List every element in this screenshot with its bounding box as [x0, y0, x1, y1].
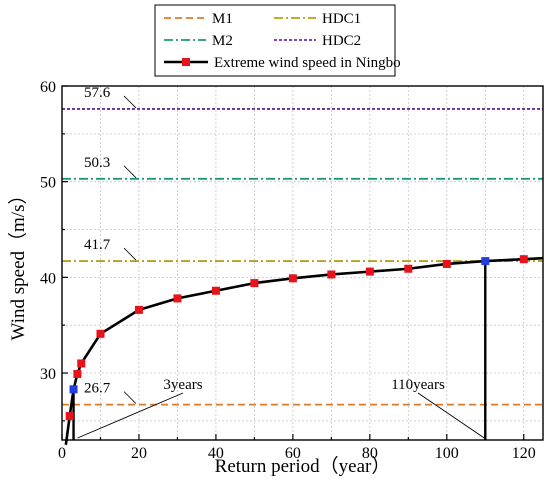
reference-value-label: 57.6: [84, 85, 111, 101]
reference-label-leader: [123, 165, 137, 179]
reference-value-label: 26.7: [84, 381, 111, 397]
data-point: [250, 279, 259, 288]
annotations-layer: 3years 110years: [77, 377, 485, 439]
reference-label-leader: [123, 95, 137, 109]
legend-label-ningbo: Extreme wind speed in Ningbo: [214, 55, 401, 71]
annotation-3years: 3years: [163, 377, 202, 393]
data-point: [404, 264, 413, 273]
y-axis-title: Wind speed（m/s）: [7, 186, 29, 341]
legend-marker-ningbo: [182, 58, 190, 66]
x-axis-title: Return period（year）: [215, 455, 391, 477]
y-tick-label: 50: [40, 175, 56, 192]
legend: M1 HDC1 M2 HDC2 Extreme wind speed in Ningbo: [154, 4, 401, 77]
x-tick-label: 100: [435, 445, 459, 462]
reference-value-label: 50.3: [84, 155, 110, 171]
x-tick-label: 120: [512, 445, 536, 462]
data-point: [365, 267, 374, 276]
annotation-110years: 110years: [391, 377, 445, 393]
annotation-leader: [417, 392, 485, 439]
series-layer: [64, 255, 544, 445]
reference-label-leader: [123, 247, 137, 261]
reference-lines-layer: 26.7 50.3 41.7 57.6: [62, 85, 543, 406]
x-tick-label: 80: [362, 445, 378, 462]
reference-value-label: 41.7: [84, 237, 111, 253]
x-tick-label: 20: [131, 445, 147, 462]
data-point: [73, 369, 82, 378]
x-tick-label: 0: [58, 445, 66, 462]
data-point: [96, 329, 105, 338]
data-point: [288, 274, 297, 283]
legend-label-hdc2: HDC2: [322, 33, 361, 49]
series-line-ningbo: [64, 256, 544, 445]
data-point: [134, 305, 143, 314]
legend-label-m2: M2: [212, 33, 233, 49]
y-tick-label: 30: [40, 366, 56, 383]
reference-label-leader: [123, 391, 137, 404]
y-tick-label: 60: [40, 79, 56, 96]
highlight-point: [69, 385, 78, 394]
data-point: [327, 270, 336, 279]
data-point: [77, 359, 86, 368]
data-point: [519, 255, 528, 264]
x-tick-label: 40: [208, 445, 224, 462]
data-point: [442, 259, 451, 268]
data-point: [211, 286, 220, 295]
data-point: [65, 412, 74, 421]
legend-label-m1: M1: [212, 11, 233, 27]
highlight-point: [481, 257, 490, 266]
plot-frame: [61, 85, 544, 441]
x-tick-label: 60: [285, 445, 301, 462]
y-tick-label: 40: [40, 270, 56, 287]
data-point: [173, 294, 182, 303]
legend-label-hdc1: HDC1: [322, 11, 361, 27]
annotation-leader: [77, 392, 184, 439]
